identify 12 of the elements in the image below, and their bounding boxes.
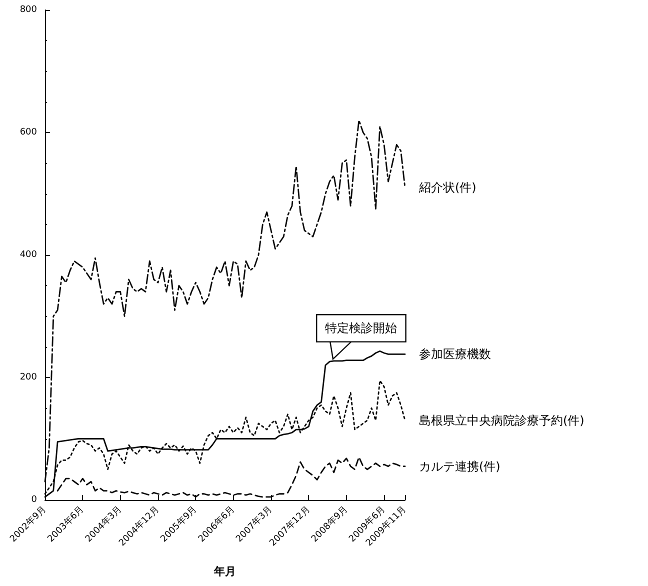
line-series [56, 456, 406, 498]
y-tick-label: 400 [20, 250, 38, 260]
series-label: カルテ連携(件) [419, 459, 500, 474]
annotation: 特定検診開始 [325, 321, 398, 336]
series-label: 紹介状(件) [418, 180, 476, 195]
y-tick-label: 200 [20, 372, 38, 382]
y-tick-label: 0 [31, 495, 38, 505]
series-label: 参加医療機数 [419, 347, 491, 362]
y-tick-label: 800 [20, 5, 38, 15]
series-label: 島根県立中央病院診療予約(件) [419, 413, 584, 428]
y-tick-label: 600 [20, 128, 38, 138]
x-axis-title: 年月 [213, 565, 236, 578]
